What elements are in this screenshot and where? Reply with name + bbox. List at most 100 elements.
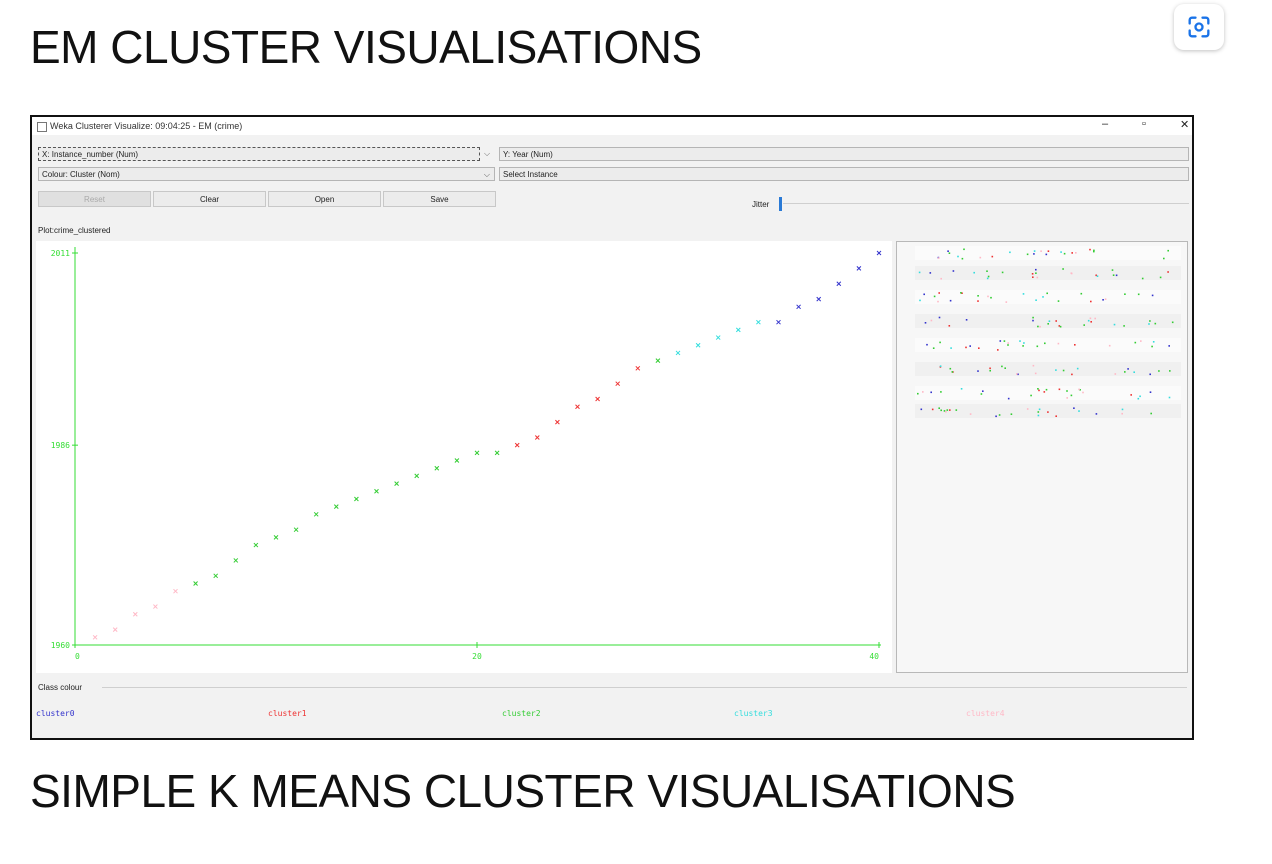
cluster4-point[interactable] [173, 588, 178, 594]
cluster1-point[interactable] [575, 404, 580, 410]
cluster2-point[interactable] [494, 450, 500, 456]
matrix-cell[interactable] [915, 362, 1181, 376]
cluster0-point[interactable] [796, 304, 801, 310]
cluster2-point[interactable] [655, 358, 661, 363]
cluster2-point[interactable] [434, 465, 440, 471]
matrix-cell[interactable] [915, 404, 1181, 418]
cluster4-matrix-dot [979, 256, 982, 259]
cluster2-matrix-dot [1169, 370, 1171, 372]
y-axis-select[interactable]: Y: Year (Num) [499, 147, 1189, 161]
cluster0-matrix-dot [923, 293, 925, 296]
cluster2-point[interactable] [293, 527, 299, 533]
cluster0-matrix-dot [920, 408, 923, 411]
cluster2-matrix-dot [1046, 292, 1048, 295]
x-tick-label: 20 [472, 652, 482, 661]
cluster0-point[interactable] [876, 250, 882, 256]
cluster2-matrix-dot [1093, 249, 1095, 252]
open-button[interactable]: Open [268, 191, 381, 207]
cluster2-matrix-dot [951, 371, 954, 373]
cluster0-matrix-dot [1102, 299, 1104, 301]
scatter-plot-area[interactable]: 0 20 40 1960 1986 2011 [36, 241, 892, 673]
cluster2-point[interactable] [454, 458, 460, 463]
jitter-slider-thumb[interactable] [779, 197, 782, 211]
cluster2-point[interactable] [193, 581, 198, 586]
cluster0-point[interactable] [816, 296, 822, 302]
cluster3-point[interactable] [756, 319, 761, 325]
chevron-down-icon[interactable]: ⌵ [484, 149, 491, 158]
cluster2-point[interactable] [313, 511, 319, 517]
cluster3-point[interactable] [695, 342, 701, 348]
cluster1-matrix-dot [977, 300, 979, 302]
matrix-cell[interactable] [915, 266, 1181, 280]
y-tick-label: 2011 [51, 249, 70, 258]
clear-button[interactable]: Clear [153, 191, 266, 207]
matrix-cell[interactable] [915, 246, 1181, 260]
cluster4-matrix-dot [922, 391, 924, 393]
cluster2-matrix-dot [949, 367, 952, 370]
cluster4-point[interactable] [92, 634, 98, 640]
matrix-cell[interactable] [915, 338, 1181, 352]
cluster3-point[interactable] [715, 335, 721, 340]
cluster2-point[interactable] [474, 450, 480, 456]
close-button[interactable]: ✕ [1180, 119, 1190, 131]
matrix-cell[interactable] [915, 290, 1181, 304]
cluster0-point[interactable] [836, 281, 842, 287]
cluster4-matrix-dot [1140, 340, 1142, 342]
cluster0-matrix-dot [926, 343, 928, 346]
cluster2-matrix-dot [1037, 325, 1039, 328]
cluster2-point[interactable] [394, 481, 399, 486]
cluster1-point[interactable] [534, 435, 540, 440]
cluster4-point[interactable] [112, 627, 118, 632]
cluster3-point[interactable] [735, 327, 741, 333]
cluster1-point[interactable] [615, 381, 621, 387]
maximize-button[interactable]: ▫ [1142, 118, 1146, 130]
cluster3-matrix-dot [1096, 275, 1099, 277]
cluster4-point[interactable] [153, 604, 158, 609]
cluster2-point[interactable] [233, 558, 239, 563]
save-button[interactable]: Save [383, 191, 496, 207]
cluster4-matrix-dot [969, 413, 972, 415]
cluster0-point[interactable] [776, 319, 781, 325]
colour-select[interactable]: Colour: Cluster (Nom) ⌵ [38, 167, 495, 181]
cluster4-point[interactable] [132, 611, 138, 617]
cluster0-matrix-dot [1035, 268, 1037, 271]
cluster2-matrix-dot [998, 414, 1001, 416]
cluster3-point[interactable] [675, 350, 681, 356]
cluster2-matrix-dot [1070, 394, 1073, 397]
minimize-button[interactable]: – [1102, 118, 1109, 130]
legend-cluster2[interactable]: cluster2 [502, 709, 541, 718]
scatter-plot[interactable]: 0 20 40 1960 1986 2011 [36, 241, 892, 673]
cluster1-point[interactable] [595, 396, 600, 402]
cluster1-point[interactable] [555, 419, 560, 425]
cluster2-point[interactable] [253, 542, 259, 548]
cluster2-matrix-dot [1124, 371, 1126, 373]
cluster2-point[interactable] [414, 473, 420, 479]
cluster2-point[interactable] [354, 496, 359, 502]
cluster2-point[interactable] [374, 488, 379, 494]
legend-cluster1[interactable]: cluster1 [268, 709, 307, 718]
legend-cluster0[interactable]: cluster0 [36, 709, 75, 718]
legend-cluster3[interactable]: cluster3 [734, 709, 773, 718]
cluster1-point[interactable] [635, 365, 641, 371]
cluster3-matrix-dot [1087, 319, 1090, 322]
x-axis-select[interactable]: X: Instance_number (Num) [38, 147, 480, 161]
cluster1-matrix-dot [965, 346, 967, 349]
cluster2-point[interactable] [273, 535, 279, 540]
legend-cluster4[interactable]: cluster4 [966, 709, 1005, 718]
cluster1-matrix-dot [1032, 276, 1034, 278]
cluster2-matrix-dot [1149, 320, 1151, 322]
cluster1-point[interactable] [514, 442, 520, 448]
cluster1-matrix-dot [948, 325, 951, 327]
matrix-cell[interactable] [915, 386, 1181, 400]
cluster0-point[interactable] [856, 266, 862, 271]
scatter-matrix-panel[interactable] [896, 241, 1188, 673]
jitter-slider-track[interactable] [783, 203, 1189, 204]
matrix-cell[interactable] [915, 314, 1181, 328]
cluster2-point[interactable] [213, 573, 219, 579]
lens-button[interactable] [1174, 4, 1224, 50]
cluster2-point[interactable] [333, 504, 339, 510]
reset-button[interactable]: Reset [38, 191, 151, 207]
cluster1-matrix-dot [949, 409, 951, 411]
cluster3-matrix-dot [1133, 371, 1135, 373]
select-instance-select[interactable]: Select Instance [499, 167, 1189, 181]
